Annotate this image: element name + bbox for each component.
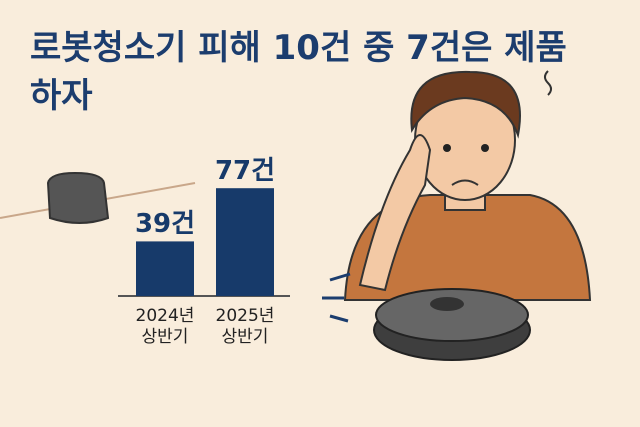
bar: [136, 241, 194, 296]
x-tick-label: 2024년 상반기: [135, 306, 195, 347]
value-label: 39건: [134, 209, 196, 240]
bar: [216, 188, 274, 296]
x-tick-label: 2025년 상반기: [215, 306, 275, 347]
value-label: 77건: [214, 156, 276, 187]
dock-icon: [46, 171, 110, 224]
chart-title: 로봇청소기 피해 10건 중 7건은 제품 하자: [30, 28, 567, 116]
man-illustration: [343, 70, 592, 301]
robot-vacuum: [322, 272, 531, 361]
